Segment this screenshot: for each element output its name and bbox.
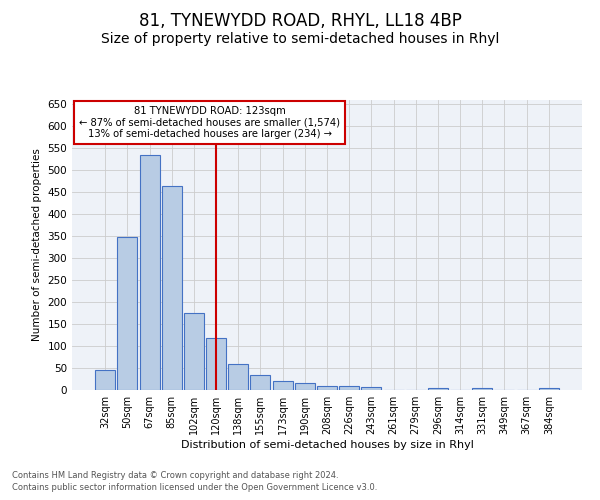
Bar (428, 388, 448, 390)
Bar (317, 386, 337, 390)
X-axis label: Distribution of semi-detached houses by size in Rhyl: Distribution of semi-detached houses by … (181, 440, 473, 450)
Bar (118, 237, 137, 390)
Bar (206, 338, 226, 390)
Text: 81 TYNEWYDD ROAD: 123sqm
← 87% of semi-detached houses are smaller (1,574)
13% o: 81 TYNEWYDD ROAD: 123sqm ← 87% of semi-d… (79, 106, 340, 139)
Text: Size of property relative to semi-detached houses in Rhyl: Size of property relative to semi-detach… (101, 32, 499, 46)
Bar (95, 370, 115, 390)
Bar (228, 364, 248, 390)
Bar (339, 386, 359, 390)
Y-axis label: Number of semi-detached properties: Number of semi-detached properties (32, 148, 42, 342)
Bar (472, 388, 492, 390)
Bar (250, 374, 271, 390)
Bar (162, 186, 182, 390)
Bar (295, 384, 315, 390)
Text: Contains HM Land Registry data © Crown copyright and database right 2024.: Contains HM Land Registry data © Crown c… (12, 471, 338, 480)
Bar (140, 155, 160, 390)
Bar (272, 381, 293, 390)
Text: 81, TYNEWYDD ROAD, RHYL, LL18 4BP: 81, TYNEWYDD ROAD, RHYL, LL18 4BP (139, 12, 461, 30)
Bar (361, 387, 382, 390)
Bar (539, 388, 559, 390)
Text: Contains public sector information licensed under the Open Government Licence v3: Contains public sector information licen… (12, 484, 377, 492)
Bar (184, 313, 204, 390)
